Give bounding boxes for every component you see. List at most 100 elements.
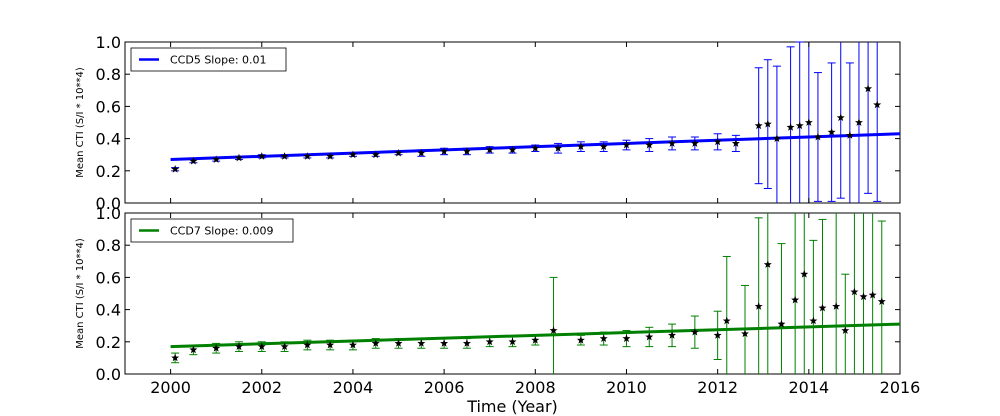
data-point xyxy=(440,147,449,155)
x-tick-label: 2016 xyxy=(880,378,921,397)
data-point xyxy=(622,334,631,342)
data-point xyxy=(576,335,585,344)
data-point xyxy=(348,340,357,349)
data-point xyxy=(417,339,426,347)
ccd5-y-ticks: 0.0 0.2 0.4 0.6 0.8 1.0 xyxy=(96,33,900,213)
data-point xyxy=(371,150,380,159)
y-tick-label: 0.0 xyxy=(96,365,121,384)
x-axis-label: Time (Year) xyxy=(466,397,558,416)
data-point xyxy=(371,339,380,347)
data-point xyxy=(394,148,403,157)
data-point xyxy=(257,152,266,160)
data-point xyxy=(348,150,357,159)
x-tick-label: 2000 xyxy=(150,378,191,397)
x-tick-label: 2002 xyxy=(241,378,282,397)
data-point xyxy=(836,113,845,122)
x-tick-label: 2008 xyxy=(515,378,556,397)
data-point xyxy=(576,142,585,151)
data-point xyxy=(599,334,608,342)
data-point xyxy=(690,139,699,147)
data-point xyxy=(713,137,722,146)
data-point xyxy=(868,290,877,299)
data-point xyxy=(800,269,809,278)
x-tick-label: 2012 xyxy=(697,378,738,397)
data-point xyxy=(754,302,763,310)
y-tick-label: 1.0 xyxy=(96,33,121,52)
data-point xyxy=(777,319,786,328)
data-point xyxy=(599,142,608,151)
x-tick-label: 2014 xyxy=(788,378,829,397)
data-point xyxy=(508,145,517,154)
ccd7-legend: CCD7 Slope: 0.009 xyxy=(130,218,294,243)
data-point xyxy=(234,153,243,162)
data-point xyxy=(212,155,221,163)
ccd7-y-ticks: 0.0 0.2 0.4 0.6 0.8 1.0 xyxy=(96,204,900,384)
data-point xyxy=(212,344,221,352)
data-point xyxy=(280,152,289,160)
ccd7-y-axis-label: Mean CTI (S/I * 10**4) xyxy=(75,238,86,349)
data-point xyxy=(554,144,563,152)
data-point xyxy=(850,287,859,296)
ccd5-marks xyxy=(170,41,901,203)
data-point xyxy=(531,335,540,344)
data-point xyxy=(171,353,180,362)
data-point xyxy=(485,145,494,154)
data-point xyxy=(189,156,198,165)
data-point xyxy=(818,303,827,312)
y-tick-label: 0.0 xyxy=(96,194,121,213)
ccd7-legend-label: CCD7 Slope: 0.009 xyxy=(170,225,274,238)
ccd5-y-axis-label: Mean CTI (S/I * 10**4) xyxy=(75,67,86,178)
data-point xyxy=(257,342,266,351)
y-tick-label: 0.2 xyxy=(96,333,121,352)
data-point xyxy=(859,292,868,301)
data-point xyxy=(877,297,886,305)
x-ticks: 2000 2002 2004 2006 2008 2010 2012 2014 2016 xyxy=(150,213,920,397)
data-point xyxy=(440,339,449,347)
data-point xyxy=(508,337,517,346)
data-point xyxy=(549,326,558,334)
data-point xyxy=(645,140,654,149)
data-point xyxy=(873,100,882,109)
data-point xyxy=(280,342,289,351)
data-point xyxy=(531,144,540,152)
ccd5-legend-box xyxy=(130,47,287,72)
ccd7-legend-box xyxy=(130,218,294,243)
y-tick-label: 0.4 xyxy=(96,130,121,149)
data-point xyxy=(731,139,740,147)
data-point xyxy=(417,148,426,157)
data-point xyxy=(645,332,654,341)
data-point xyxy=(741,329,749,338)
data-point xyxy=(786,123,795,131)
data-point xyxy=(841,326,850,334)
ccd5-legend-label: CCD5 Slope: 0.01 xyxy=(170,54,267,67)
data-point xyxy=(690,327,699,336)
y-tick-label: 1.0 xyxy=(96,204,121,223)
data-point xyxy=(189,345,198,354)
data-point xyxy=(827,127,836,136)
x-tick-label: 2006 xyxy=(424,378,465,397)
ccd5-legend: CCD5 Slope: 0.01 xyxy=(130,47,287,72)
data-point xyxy=(772,134,781,142)
data-point xyxy=(804,118,813,126)
data-point xyxy=(668,331,677,339)
data-point xyxy=(668,139,677,147)
data-point xyxy=(791,295,800,304)
ccd5-panel: 0.0 0.2 0.4 0.6 0.8 1.0 Mean CTI (S/I * 10**4… xyxy=(75,33,901,213)
x-tick-label: 2004 xyxy=(333,378,374,397)
data-point xyxy=(845,131,854,139)
ccd7-marks xyxy=(170,213,901,374)
data-point xyxy=(813,132,822,141)
data-point xyxy=(326,340,335,349)
y-tick-label: 0.4 xyxy=(96,301,121,320)
data-point xyxy=(622,140,631,149)
data-point xyxy=(303,152,312,160)
data-point xyxy=(795,121,804,130)
x-tick-label: 2010 xyxy=(606,378,647,397)
data-point xyxy=(754,121,763,130)
ccd7-panel: 0.00.20.40.60.81.0 2000 2002 2004 2006 2008 2… xyxy=(75,204,920,416)
data-point xyxy=(234,342,243,351)
data-point xyxy=(462,147,471,155)
data-point xyxy=(394,339,403,347)
data-point xyxy=(832,302,841,310)
